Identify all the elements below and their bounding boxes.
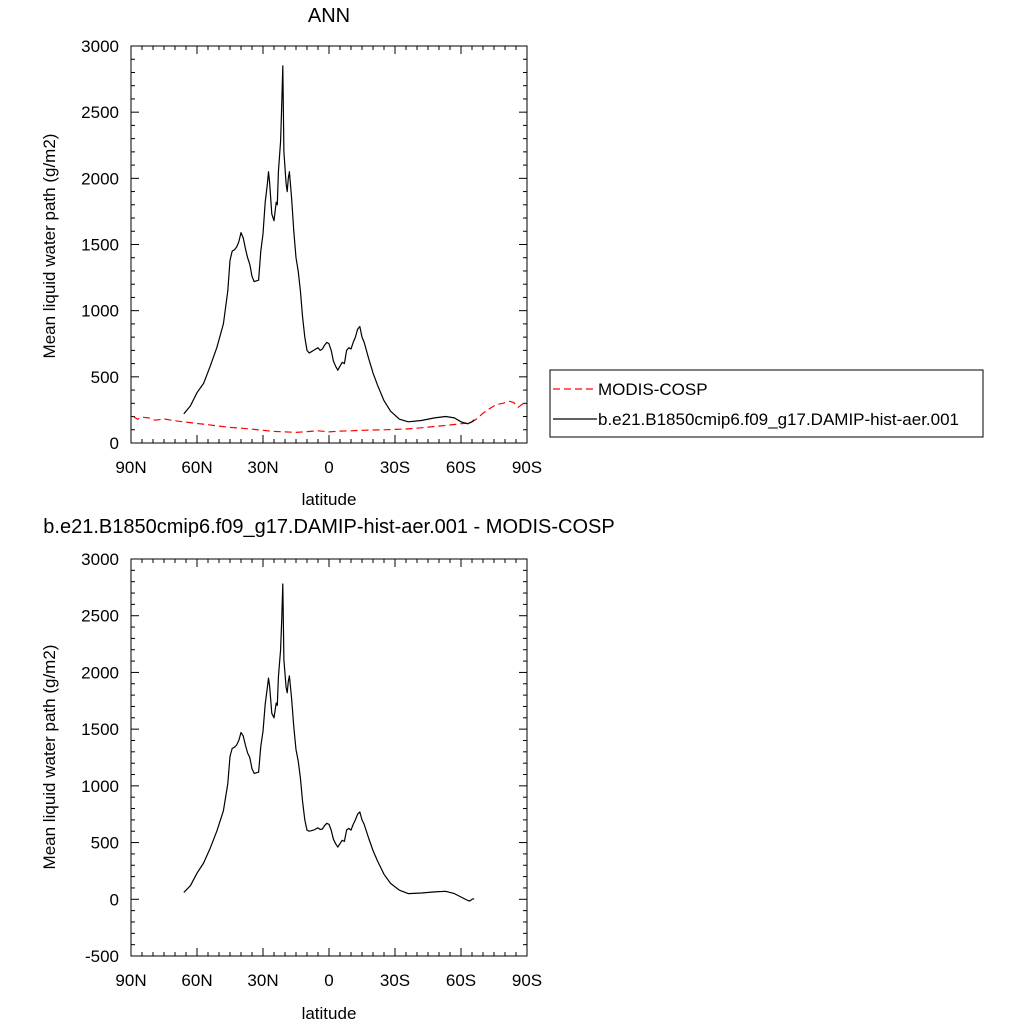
y-tick-label: 2500 [81, 103, 119, 122]
chart-title: b.e21.B1850cmip6.f09_g17.DAMIP-hist-aer.… [43, 516, 614, 538]
legend-entry-model: b.e21.B1850cmip6.f09_g17.DAMIP-hist-aer.… [598, 410, 959, 429]
y-tick-label: -500 [85, 947, 119, 966]
x-tick-label: 60N [181, 971, 212, 990]
plot-area: 90N 60N 30N 0 30S 60S 90S -500 0 500 1000 1500 2000 2… [81, 550, 542, 990]
x-tick-label: 90S [512, 458, 542, 477]
plot-frame [130, 45, 528, 444]
y-tick-label: 3000 [81, 37, 119, 56]
y-tick-label: 3000 [81, 550, 119, 569]
y-tick-label: 1500 [81, 236, 119, 255]
y-axis-label: Mean liquid water path (g/m2) [40, 134, 59, 359]
x-tick-label: 0 [324, 971, 333, 990]
y-axis-label: Mean liquid water path (g/m2) [40, 645, 59, 870]
y-tick-label: 2000 [81, 169, 119, 188]
x-axis-label: latitude [302, 490, 357, 509]
x-tick-label: 30N [247, 971, 278, 990]
x-tick-label: 60N [181, 458, 212, 477]
legend-entry-modis: MODIS-COSP [598, 380, 708, 399]
y-tick-label: 500 [91, 834, 119, 853]
legend-box [549, 369, 984, 438]
plot-frame [130, 558, 528, 957]
y-tick-label: 1500 [81, 720, 119, 739]
legend: MODIS-COSP b.e21.B1850cmip6.f09_g17.DAMI… [549, 369, 984, 438]
chart-difference: b.e21.B1850cmip6.f09_g17.DAMIP-hist-aer.… [40, 516, 615, 1023]
x-tick-label: 60S [446, 458, 476, 477]
x-tick-label: 90N [115, 458, 146, 477]
y-tick-label: 0 [110, 434, 119, 453]
plot-area: 90N 60N 30N 0 30S 60S 90S 0 500 1000 1500 2000 2500 3… [81, 37, 542, 477]
y-tick-label: 500 [91, 368, 119, 387]
series-line-modis [132, 400, 527, 433]
x-tick-label: 30S [380, 458, 410, 477]
chart-title: ANN [308, 5, 350, 27]
chart-annual-mean: ANN Mean liquid water path (g/m2) latitu… [40, 5, 542, 509]
x-tick-label: 0 [324, 458, 333, 477]
x-tick-label: 60S [446, 971, 476, 990]
y-tick-label: 0 [110, 890, 119, 909]
x-tick-label: 30S [380, 971, 410, 990]
series-line-model [183, 65, 475, 425]
x-axis-label: latitude [302, 1004, 357, 1023]
y-tick-label: 2000 [81, 663, 119, 682]
x-tick-label: 90N [115, 971, 146, 990]
y-tick-label: 2500 [81, 607, 119, 626]
series-line-model [183, 583, 475, 902]
y-tick-label: 1000 [81, 777, 119, 796]
x-tick-label: 90S [512, 971, 542, 990]
x-tick-label: 30N [247, 458, 278, 477]
y-tick-label: 1000 [81, 302, 119, 321]
